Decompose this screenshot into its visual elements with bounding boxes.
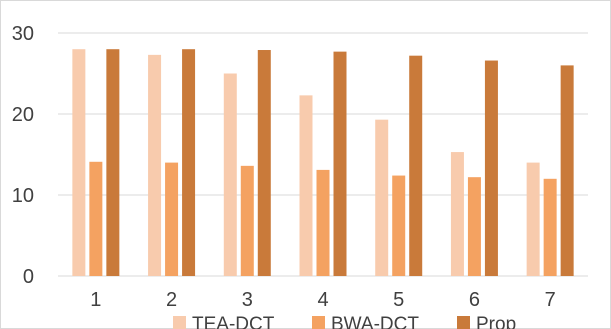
bar-bwa-dct-4 <box>316 169 330 276</box>
x-tick-label: 5 <box>393 289 404 311</box>
x-tick-label: 3 <box>242 289 253 311</box>
bar-tea-dct-4 <box>299 95 313 277</box>
bar-prop-3 <box>257 50 271 277</box>
bar-prop-2 <box>182 49 196 277</box>
y-tick-label: 0 <box>23 266 34 288</box>
bar-prop-5 <box>409 55 423 277</box>
bar-bwa-dct-2 <box>165 162 179 276</box>
bar-tea-dct-2 <box>148 54 162 277</box>
bar-bwa-dct-3 <box>240 165 254 276</box>
bar-tea-dct-3 <box>223 73 237 276</box>
bar-bwa-dct-1 <box>89 161 103 276</box>
x-tick-label: 4 <box>317 289 328 311</box>
y-tick-label: 30 <box>12 23 34 45</box>
bar-bwa-dct-6 <box>467 177 481 276</box>
legend-label-tea-dct: TEA-DCT <box>192 314 275 329</box>
legend-swatch-bwa-dct <box>312 316 325 329</box>
legend-swatch-prop <box>457 316 470 329</box>
bar-prop-4 <box>333 51 347 276</box>
bar-tea-dct-5 <box>375 119 389 276</box>
tick-labels: 0 10 20 30 1 2 3 4 5 6 7 <box>12 23 556 311</box>
bar-prop-1 <box>106 49 120 277</box>
bar-prop-7 <box>560 65 574 277</box>
bar-tea-dct-1 <box>72 49 86 277</box>
bar-tea-dct-6 <box>450 152 464 276</box>
legend-swatch-tea-dct <box>173 316 186 329</box>
bar-tea-dct-7 <box>526 162 540 276</box>
x-tick-label: 7 <box>545 289 556 311</box>
y-tick-label: 20 <box>12 104 34 126</box>
bar-prop-6 <box>484 60 498 276</box>
legend-label-bwa-dct: BWA-DCT <box>331 314 419 329</box>
x-tick-label: 1 <box>90 289 101 311</box>
x-tick-label: 6 <box>469 289 480 311</box>
legend: TEA-DCT BWA-DCT Prop <box>173 314 516 329</box>
x-tick-label: 2 <box>166 289 177 311</box>
y-tick-label: 10 <box>12 185 34 207</box>
bar-bwa-dct-5 <box>392 175 406 276</box>
legend-label-prop: Prop <box>476 314 516 329</box>
bars <box>72 49 574 277</box>
bar-bwa-dct-7 <box>543 178 557 276</box>
